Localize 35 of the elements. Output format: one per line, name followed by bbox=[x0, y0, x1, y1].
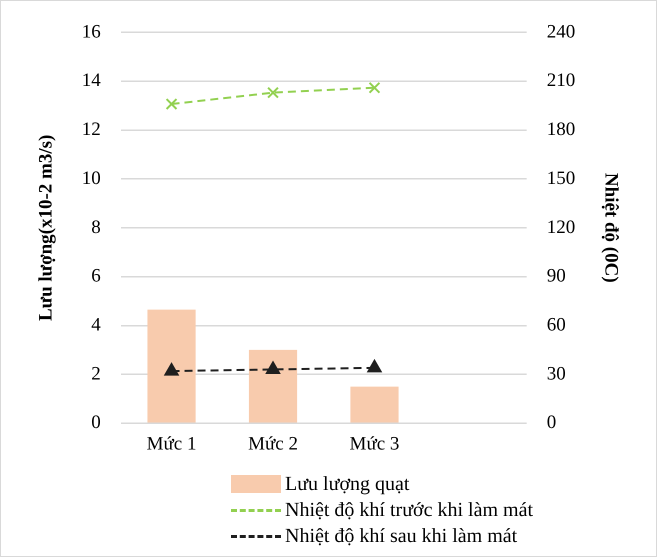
y2-tick-label: 0 bbox=[546, 412, 556, 434]
y-tick-label: 14 bbox=[82, 70, 102, 92]
y2-axis-title: Nhiệt độ (0C) bbox=[600, 172, 622, 283]
y-tick-label: 12 bbox=[82, 119, 101, 140]
y2-tick-label: 150 bbox=[546, 168, 576, 189]
y2-tick-label: 90 bbox=[546, 266, 566, 287]
x-tick-label: Mức 3 bbox=[350, 434, 400, 455]
legend-label: Lưu lượng quạt bbox=[285, 472, 410, 497]
point bbox=[266, 361, 280, 374]
point bbox=[368, 82, 380, 94]
y-tick-label: 8 bbox=[91, 216, 101, 238]
x-tick-label: Mức 1 bbox=[146, 434, 196, 455]
bar bbox=[350, 386, 399, 422]
bar bbox=[248, 350, 298, 422]
bar bbox=[147, 310, 196, 422]
y2-tick-label: 30 bbox=[546, 363, 566, 384]
y-tick-label: 16 bbox=[82, 21, 101, 42]
y-tick-label: 2 bbox=[91, 363, 101, 384]
y-tick-label: 6 bbox=[91, 266, 101, 287]
y-tick-label: 4 bbox=[91, 314, 102, 336]
point bbox=[367, 360, 382, 372]
x-tick-label: Mức 2 bbox=[248, 434, 298, 455]
y-tick-label: 0 bbox=[91, 412, 101, 434]
point bbox=[166, 98, 178, 110]
y-tick-label: 10 bbox=[82, 168, 101, 189]
legend-label: Nhiệt độ khí trước khi làm mát bbox=[285, 498, 534, 523]
y2-tick-label: 180 bbox=[546, 119, 576, 140]
y-axis-title: Lưu lượng(x10-2 m3/s) bbox=[35, 134, 56, 322]
y2-tick-label: 240 bbox=[546, 21, 576, 42]
point bbox=[164, 363, 179, 376]
y2-tick-label: 60 bbox=[546, 314, 566, 336]
legend-label: Nhiệt độ khí sau khi làm mát bbox=[285, 524, 518, 549]
point bbox=[267, 86, 279, 99]
y2-tick-label: 210 bbox=[546, 70, 576, 92]
y2-tick-label: 120 bbox=[546, 216, 576, 238]
